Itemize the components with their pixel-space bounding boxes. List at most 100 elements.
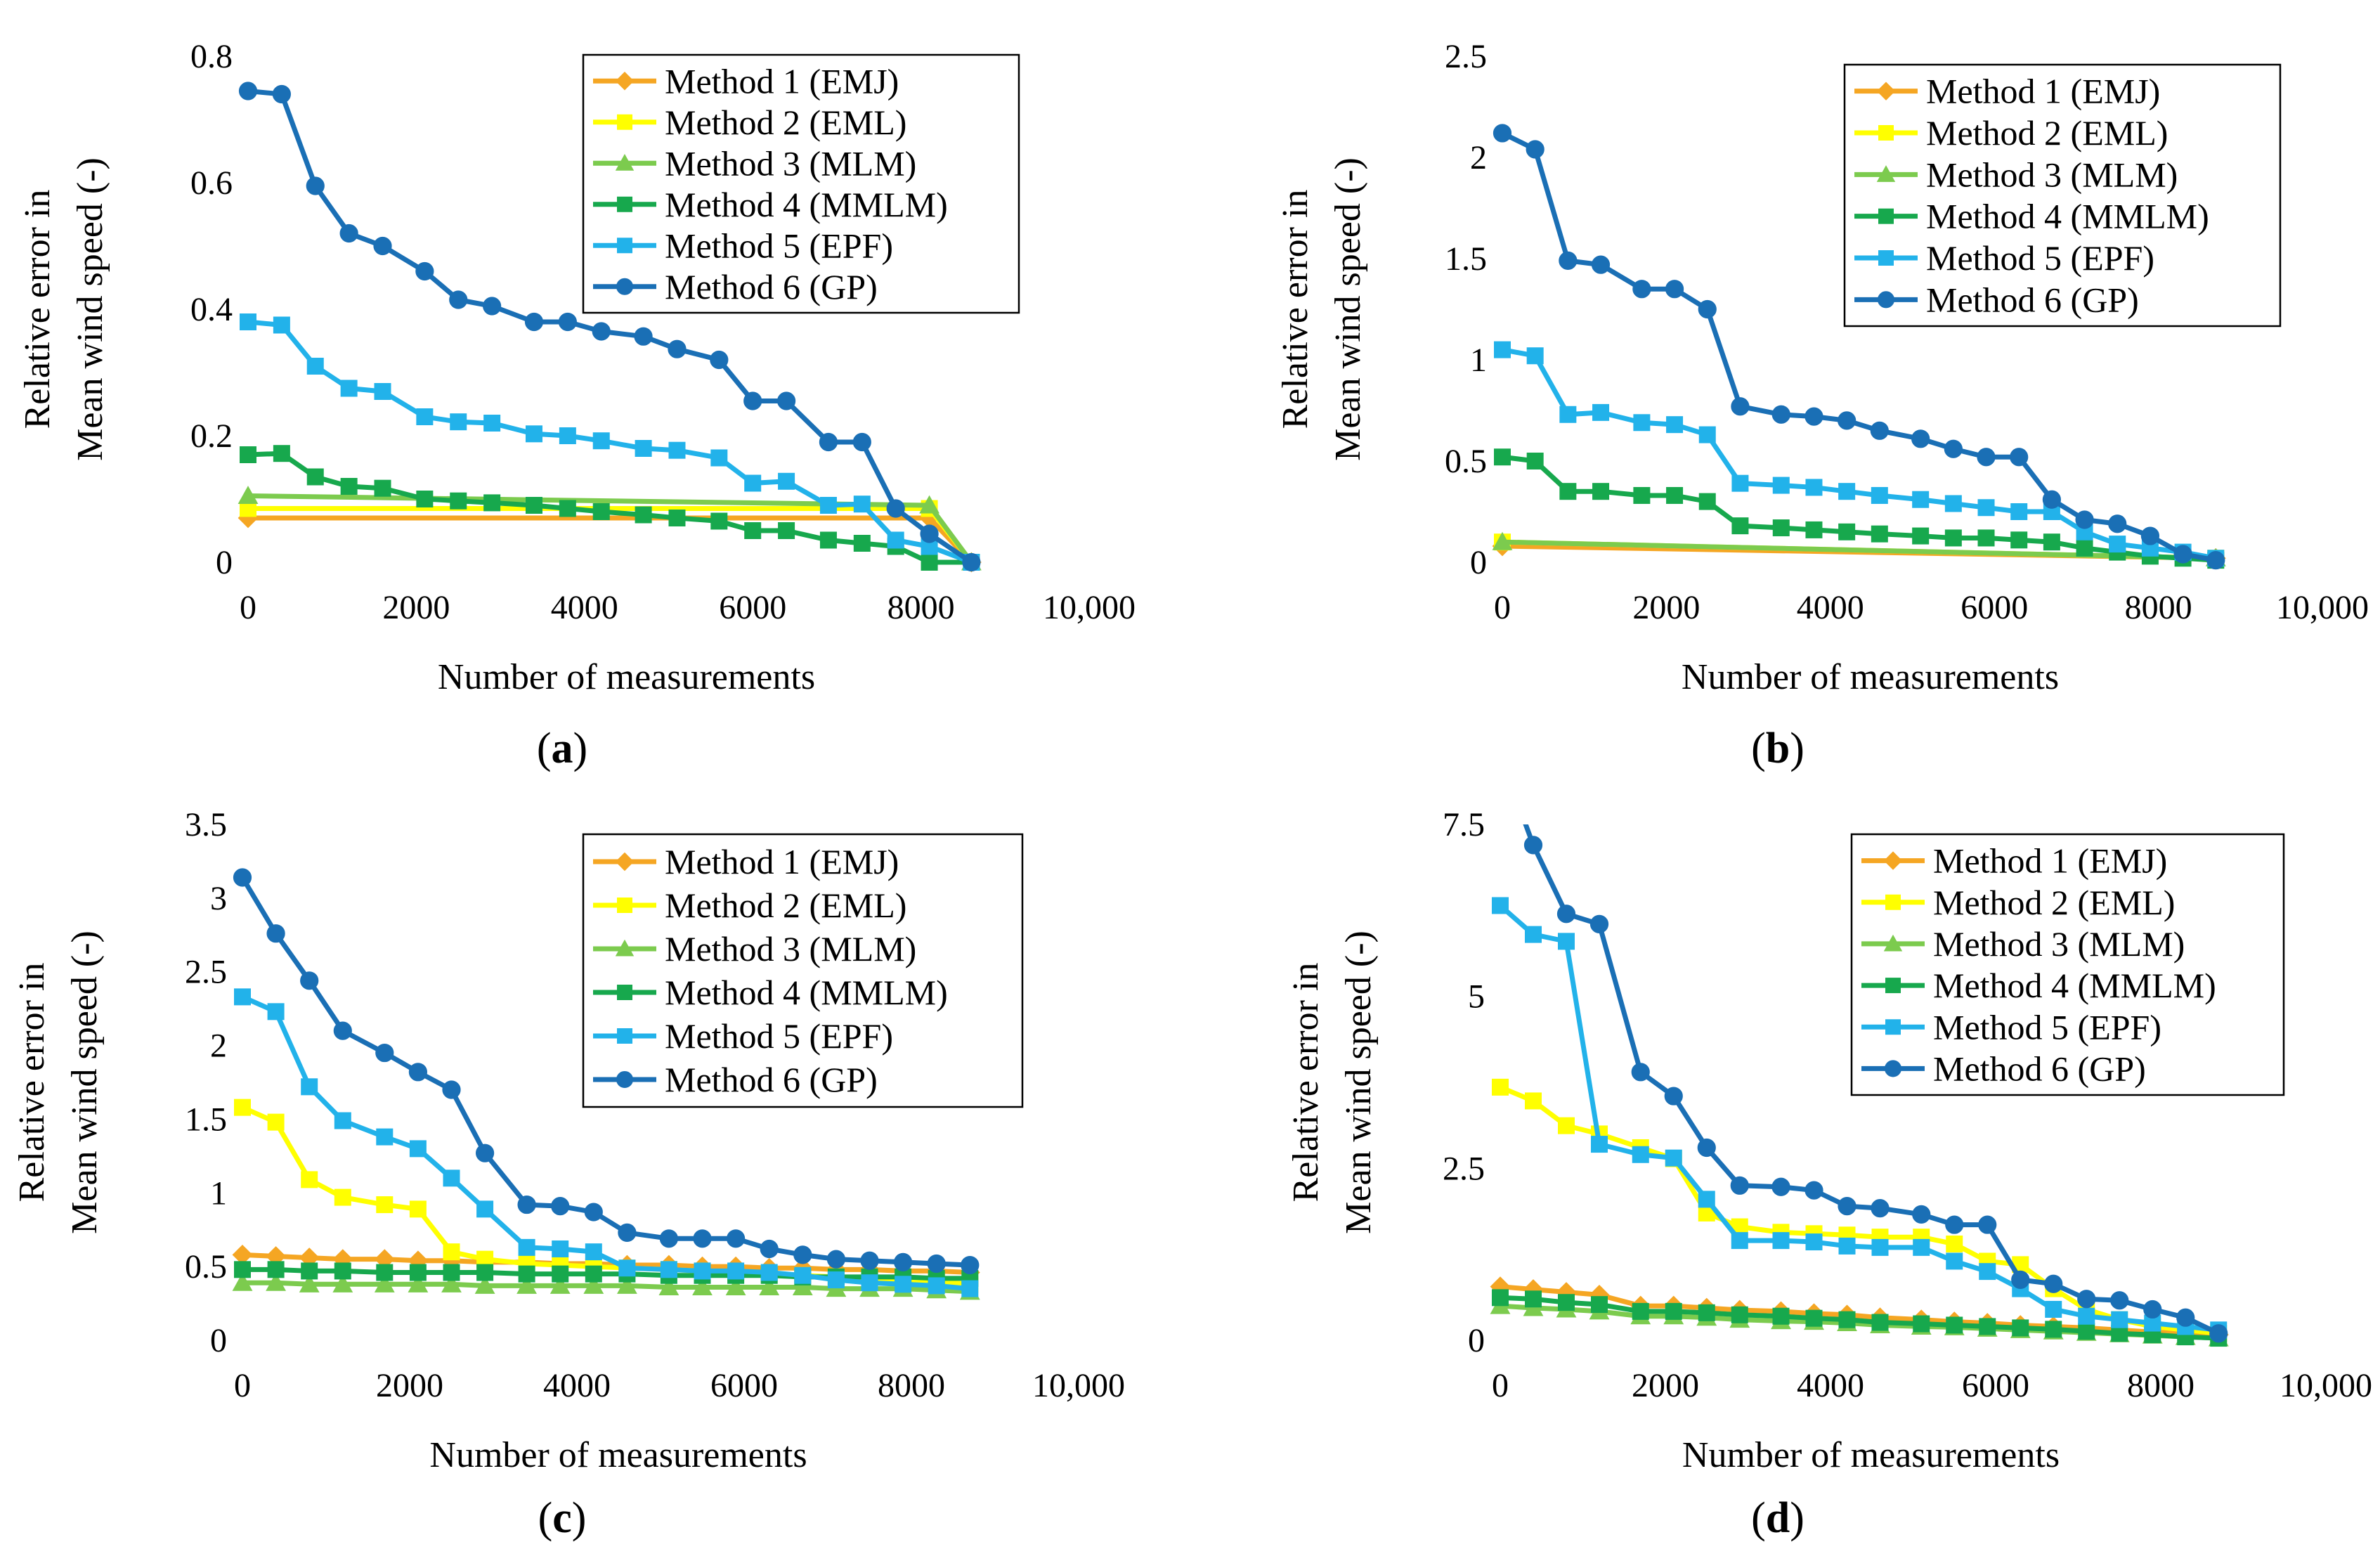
series-5-point [961,1280,979,1297]
series-line-4 [1497,1295,2221,1341]
series-3-point [583,1276,604,1294]
series-5-point [1559,406,1577,423]
series-4-point [2043,533,2060,551]
series-6-point [375,1043,394,1063]
series-line-4 [1500,454,2218,563]
y-tick-label: 0.5 [185,1248,227,1285]
series-6-point [2044,1274,2063,1293]
series-5-point [1494,341,1511,358]
y-tick-label: 0.6 [190,164,233,202]
y-axis-label-line2: Mean wind speed (-) [1328,157,1368,461]
series-1-point [1523,1279,1544,1300]
series-5-point [1731,1232,1748,1250]
series-6-point [1804,1181,1823,1200]
series-6-point [238,82,258,101]
series-4-point [1772,1307,1790,1325]
x-tick-label: 4000 [1797,1367,1864,1404]
series-5-point [552,1240,569,1257]
series-4-point [1632,1302,1649,1320]
series-2-point [301,1171,318,1188]
series-6-point [266,924,285,943]
y-tick-label: 2.5 [1443,1150,1485,1187]
series-5-point [1977,499,1995,517]
x-tick-label: 0 [1494,589,1511,626]
series-5-point [518,1238,535,1256]
legend-entry-5: Method 5 (EPF) [665,1016,893,1056]
y-tick-label: 0.5 [1445,443,1487,480]
series-6-point [333,1021,352,1040]
series-3-point [617,1276,637,1294]
series-5-point [1944,495,1962,512]
series-group [1490,824,2229,1347]
series-2-point [234,1099,251,1116]
series-line-4 [240,1266,973,1281]
series-3-point [1492,531,1513,550]
series-4-point [374,479,391,497]
series-5-point [592,432,610,450]
series-5-point [710,449,728,467]
x-tick-label: 2000 [1632,589,1700,626]
series-5-point [861,1274,878,1292]
series-6-point [1632,280,1651,299]
series-2-point [267,1113,285,1131]
series-4-point [1494,448,1511,466]
legend-marker-6 [616,1070,634,1089]
x-tick-label: 0 [240,589,256,626]
series-5-point [778,472,795,490]
panel-c: 0 0.5 1 1.5 2 2.5 3 3.5 0 2000 4000 6000 8000 10,000 N… [12,806,1125,1542]
series-4-point [2076,539,2093,557]
series-6-point [1731,397,1750,416]
series-6-point [233,868,252,887]
series-2-point [443,1243,460,1261]
series-6-point [1730,1176,1749,1195]
series-line-5 [1500,347,2218,561]
y-axis-label-line2: Mean wind speed (-) [65,931,105,1234]
series-4-point [744,522,762,539]
series-3-point [919,495,939,514]
series-4-point [668,510,686,526]
series-5-point [1665,1149,1682,1167]
series-6-point [1771,1177,1790,1196]
series-4-point [450,492,467,510]
y-axis-label-line2: Mean wind speed (-) [70,157,110,461]
series-line-2 [1497,1084,2221,1336]
series-5-point [1592,403,1610,421]
series-4-point [1871,1314,1889,1331]
panel-label: (b) [1751,725,1804,772]
series-4-point [518,1265,535,1283]
series-3-point [266,1272,286,1291]
legend-entry-6: Method 6 (GP) [1933,1049,2146,1088]
series-4-point [585,1265,602,1283]
panel-label-open: ( [1751,725,1766,772]
series-4-point [240,446,256,463]
panel-label-letter: b [1766,725,1790,772]
series-5-point [1871,486,1888,504]
legend-marker-4 [617,196,632,212]
legend-entry-3: Method 3 (MLM) [665,143,916,183]
series-3-point [299,1274,320,1292]
series-4-point [1838,1311,1856,1328]
series-4-point [476,1264,494,1281]
series-4-point [778,522,795,539]
series-1-point [232,1244,253,1265]
series-4-point [1731,1306,1748,1323]
series-5-point [476,1200,494,1218]
series-6-point [2173,545,2192,564]
series-4-point [1977,529,1995,547]
series-4-point [1698,493,1716,510]
series-2-point [1946,1235,1963,1252]
y-tick-label: 3.5 [185,806,227,843]
series-3-point [374,1274,395,1292]
series-6-point [693,1229,712,1248]
series-4-point [1871,525,1888,543]
series-6-point [793,1245,812,1264]
x-tick-label: 6000 [710,1367,778,1404]
series-6-point [886,499,905,518]
legend-entry-2: Method 2 (EML) [665,886,906,925]
series-5-point [234,988,251,1006]
series-6-point [776,391,796,410]
series-6-point [1698,299,1717,319]
series-5-point [2045,1300,2062,1318]
series-5-point [450,413,467,431]
series-5-point [1698,426,1716,443]
